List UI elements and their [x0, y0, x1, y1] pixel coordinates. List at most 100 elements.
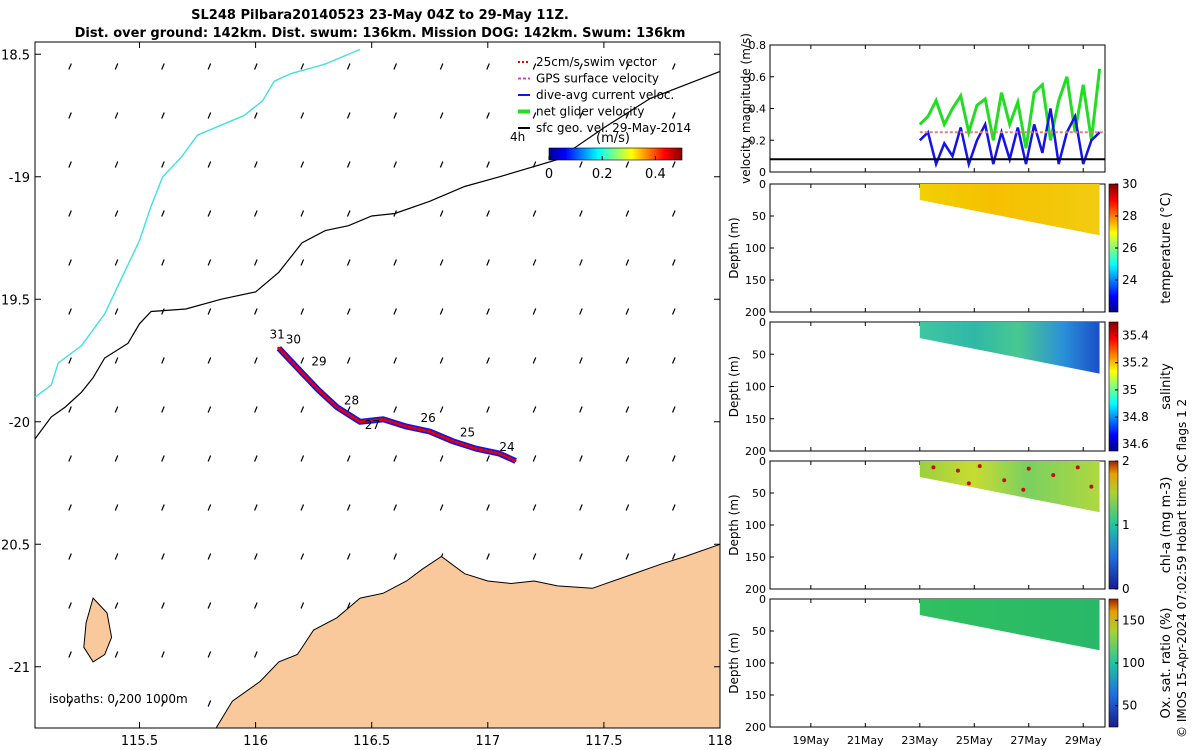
salinity-colorbar-tick-label: 34.8: [1122, 410, 1149, 424]
current-arrow: [672, 63, 676, 70]
current-arrow: [672, 504, 676, 511]
salinity-colorbar-tick-label: 35: [1122, 383, 1137, 397]
chla-high-point: [1075, 465, 1080, 470]
current-arrow: [300, 602, 305, 609]
current-arrow: [625, 112, 630, 119]
current-arrow: [532, 259, 537, 266]
map-x-ticks: 115.5 116 116.5 117 117.5 118: [121, 42, 732, 749]
current-arrow: [579, 406, 583, 413]
current-arrow: [300, 112, 305, 119]
chla-high-point: [966, 481, 971, 486]
current-arrow: [393, 112, 397, 119]
depth-tick-label: 100: [745, 519, 766, 532]
current-arrow: [68, 504, 72, 511]
current-arrow: [254, 455, 258, 462]
chla-high-point: [931, 465, 936, 470]
current-arrow: [161, 504, 165, 511]
current-arrow: [439, 455, 444, 462]
current-arrow: [300, 455, 305, 462]
depth-tick-label: 0: [759, 593, 766, 606]
current-arrow: [672, 210, 676, 217]
current-arrow: [254, 602, 258, 609]
current-arrow: [625, 357, 630, 364]
current-arrow: [486, 455, 490, 462]
current-arrow: [300, 504, 305, 511]
velocity-series-line: [918, 68, 1102, 149]
depth-tick-label: 100: [745, 657, 766, 670]
current-arrow: [161, 357, 165, 364]
current-arrow: [579, 210, 583, 217]
map-y-tick-label: 20.5: [1, 538, 30, 553]
depth-tick-label: 0: [759, 178, 766, 191]
current-arrow: [300, 161, 305, 168]
isobath-1000m-line: [34, 48, 361, 398]
current-arrow: [161, 210, 165, 217]
time-tick-label: 19May: [792, 734, 829, 747]
velocity-y-tick-label: 0: [759, 166, 766, 179]
current-arrow: [300, 406, 305, 413]
legend-interval-note: 4h: [510, 130, 525, 144]
current-arrow: [161, 553, 165, 560]
current-arrow: [346, 602, 351, 609]
current-arrow: [114, 161, 119, 168]
current-arrow: [532, 504, 537, 511]
oxygen-panel-axes: [769, 598, 1106, 728]
map-y-ticks: 18.5 -19 19.5 -20 20.5 -21: [1, 48, 720, 676]
current-arrow: [672, 112, 676, 119]
map-y-tick-label: -21: [9, 661, 30, 676]
current-arrow: [254, 504, 258, 511]
current-arrow: [254, 406, 258, 413]
current-arrow: [625, 210, 630, 217]
current-arrow: [114, 602, 119, 609]
current-arrow: [579, 161, 583, 168]
current-arrow: [486, 553, 490, 560]
salinity-colorbar-tick-label: 35.2: [1122, 356, 1149, 370]
current-arrow: [393, 259, 397, 266]
current-arrow: [672, 308, 676, 315]
figure-title-line-2: Dist. over ground: 142km. Dist. swum: 13…: [74, 26, 686, 41]
oxygen-colorbar-tick-label: 50: [1122, 699, 1137, 713]
legend-label: GPS surface velocity: [536, 72, 659, 86]
current-arrow: [207, 112, 212, 119]
current-arrow: [439, 308, 444, 315]
temperature-colorbar-tick-label: 28: [1122, 209, 1137, 223]
current-arrow: [207, 700, 212, 707]
current-arrow: [207, 161, 212, 168]
day-label: 29: [311, 354, 326, 368]
current-arrow: [207, 553, 212, 560]
colorbar-tick-label: 0.2: [592, 167, 613, 182]
speed-colorbar-ticks: 0 0.2 0.4: [545, 156, 666, 182]
current-arrow: [161, 700, 165, 707]
map-y-tick-label: -19: [9, 171, 30, 186]
time-tick-label: 29May: [1065, 734, 1102, 747]
map-x-tick-label: 115.5: [121, 734, 158, 749]
current-arrow: [161, 455, 165, 462]
current-arrow: [346, 210, 351, 217]
salinity-depth-label: Depth (m): [727, 356, 741, 417]
current-arrow: [207, 63, 212, 70]
oxygen-section-field: [919, 599, 1100, 651]
current-arrow: [254, 259, 258, 266]
current-arrow: [439, 504, 444, 511]
current-arrow: [207, 308, 212, 315]
chla-colorbar-tick-label: 0: [1122, 582, 1130, 596]
oxygen-colorbar-label: Ox. sat. ratio (%): [1159, 608, 1174, 719]
current-arrow: [346, 553, 351, 560]
current-arrow: [439, 161, 444, 168]
temperature-depth-label: Depth (m): [727, 217, 741, 278]
current-arrow: [579, 259, 583, 266]
current-arrow: [300, 210, 305, 217]
temperature-colorbar-tick-label: 24: [1122, 273, 1137, 287]
current-arrow: [439, 210, 444, 217]
current-arrow: [114, 553, 119, 560]
map-x-tick-label: 117: [475, 734, 500, 749]
current-arrow: [300, 553, 305, 560]
depth-tick-label: 150: [745, 551, 766, 564]
salinity-colorbar-tick-label: 34.6: [1122, 437, 1149, 451]
temperature-section-field: [919, 184, 1100, 236]
current-arrow: [672, 553, 676, 560]
current-arrow: [300, 63, 305, 70]
current-arrow: [625, 63, 630, 70]
current-arrow: [254, 161, 258, 168]
